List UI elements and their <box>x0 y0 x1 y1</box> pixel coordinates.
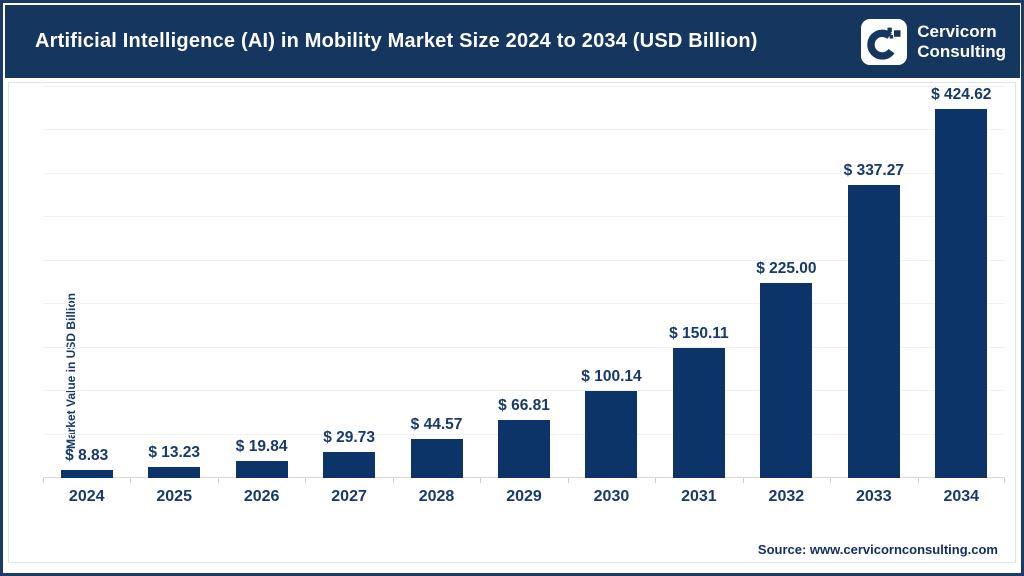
bar-value-label-2024: $ 8.83 <box>65 447 109 465</box>
x-tick-label-2024: 2024 <box>68 488 105 505</box>
x-axis-tick <box>305 478 307 483</box>
bar-2030 <box>585 391 638 478</box>
gridline-450 <box>43 86 1005 87</box>
brand-name: Cervicorn Consulting <box>917 22 1006 60</box>
plot-area: Market Value in USD Billion $ 8.83 $ 13.2… <box>43 86 1005 483</box>
bar-2034 <box>935 109 988 478</box>
x-axis-tick <box>567 478 569 483</box>
gridline-150 <box>43 346 1005 348</box>
gridline-200 <box>43 303 1005 305</box>
page-title: Artificial Intelligence (AI) in Mobility… <box>35 30 758 52</box>
x-axis-tick <box>830 478 832 483</box>
x-tick-label-2031: 2031 <box>681 488 717 505</box>
x-axis-tick <box>43 478 44 483</box>
brand-name-line2: Consulting <box>917 41 1006 61</box>
x-tick-label-2029: 2029 <box>506 488 542 505</box>
header-banner: Artificial Intelligence (AI) in Mobility… <box>5 5 1020 78</box>
brand: Cervicorn Consulting <box>861 18 1006 65</box>
bar-value-label-2033: $ 337.27 <box>843 161 904 179</box>
bar-2027 <box>323 452 376 478</box>
x-axis-tick <box>917 478 919 483</box>
x-tick-label-2032: 2032 <box>768 488 805 505</box>
gridline-350 <box>43 172 1005 174</box>
x-tick-label-2028: 2028 <box>418 488 455 505</box>
x-axis-tick <box>655 478 657 483</box>
bar-value-label-2025: $ 13.23 <box>148 443 201 461</box>
x-axis-tick <box>130 478 132 483</box>
x-axis-tick <box>217 478 219 483</box>
brand-name-line1: Cervicorn <box>917 22 997 42</box>
bar-value-label-2031: $ 150.11 <box>669 324 729 342</box>
bar-2029 <box>498 419 550 478</box>
bar-2032 <box>760 282 813 478</box>
bar-2024 <box>60 470 113 478</box>
x-axis-tick <box>1004 478 1005 483</box>
bar-2031 <box>672 347 725 478</box>
source-attribution: Source: www.cervicornconsulting.com <box>757 542 998 557</box>
bar-2033 <box>847 184 900 478</box>
cervicorn-logo-icon <box>861 18 908 65</box>
gridline-400 <box>43 129 1005 131</box>
gridline-300 <box>43 216 1005 218</box>
x-axis-tick <box>742 478 744 483</box>
gridline-100 <box>43 390 1005 392</box>
x-tick-label-2025: 2025 <box>156 488 192 505</box>
bar-value-label-2034: $ 424.62 <box>931 86 992 104</box>
bar-value-label-2028: $ 44.57 <box>410 416 463 434</box>
bar-value-label-2027: $ 29.73 <box>323 429 375 447</box>
x-tick-label-2033: 2033 <box>856 488 892 505</box>
bar-value-label-2032: $ 225.00 <box>756 259 817 277</box>
bar-2028 <box>410 439 463 478</box>
bar-value-label-2030: $ 100.14 <box>581 368 642 385</box>
x-axis-tick <box>392 478 394 483</box>
x-tick-label-2034: 2034 <box>943 488 980 505</box>
bar-value-label-2026: $ 19.84 <box>235 437 288 455</box>
bar-2026 <box>235 460 288 478</box>
x-tick-label-2030: 2030 <box>593 488 630 505</box>
x-axis-labels: 2024 2025 2026 2027 2028 2029 2030 2031 2032 2033… <box>43 488 1005 506</box>
x-tick-label-2027: 2027 <box>331 488 367 505</box>
bar-2025 <box>148 466 201 478</box>
bar-value-label-2029: $ 66.81 <box>498 396 550 414</box>
gridline-250 <box>43 259 1005 261</box>
x-tick-label-2026: 2026 <box>243 488 280 505</box>
x-axis-tick <box>480 478 482 483</box>
